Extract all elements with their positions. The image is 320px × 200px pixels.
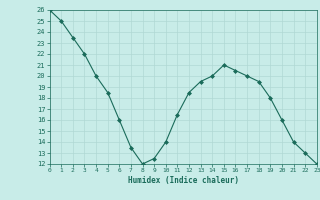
X-axis label: Humidex (Indice chaleur): Humidex (Indice chaleur): [128, 176, 239, 185]
